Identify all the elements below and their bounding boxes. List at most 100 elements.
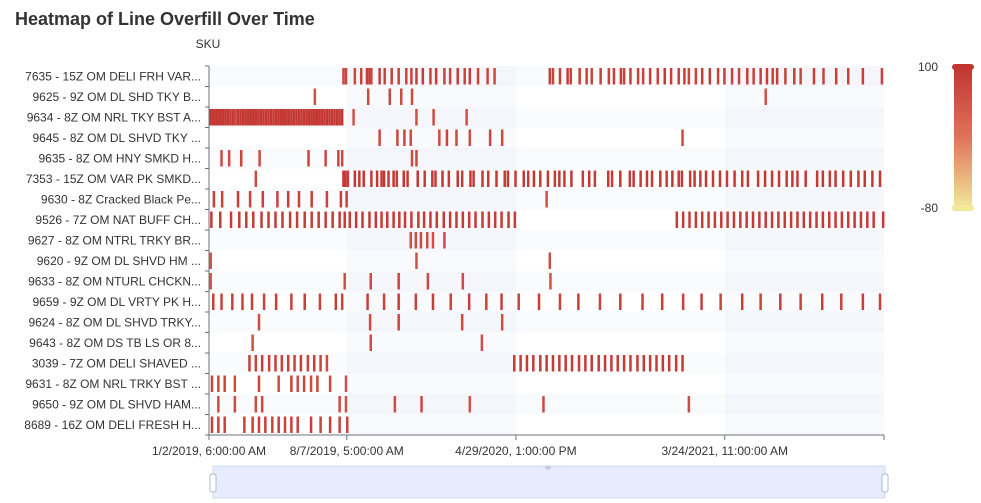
heatmap-cell <box>302 109 306 126</box>
heatmap-cell <box>283 416 287 433</box>
heatmap-cell <box>307 150 310 167</box>
heatmap-cell <box>245 211 248 228</box>
y-tick-labels: 7635 - 15Z OM DELI FRH VAR... 9625 - 9Z O… <box>24 69 201 432</box>
row-band <box>209 373 884 394</box>
heatmap-cell <box>361 211 364 228</box>
heatmap-cell <box>429 68 432 85</box>
heatmap-cell <box>359 68 363 85</box>
heatmap-cell <box>397 293 400 310</box>
heatmap-cell <box>641 293 644 310</box>
heatmap-cell <box>619 293 622 310</box>
y-tick-label: 3039 - 7Z OM DELI SHAVED ... <box>32 356 201 370</box>
heatmap-cell <box>526 170 530 187</box>
row-band <box>209 86 884 107</box>
heatmap-cell <box>277 109 280 126</box>
heatmap-cell <box>720 211 723 228</box>
row-band <box>209 250 884 271</box>
heatmap-cell <box>252 109 255 126</box>
heatmap-cell <box>648 68 652 85</box>
heatmap-cell <box>410 211 413 228</box>
heatmap-cell <box>551 355 555 372</box>
heatmap-cell <box>344 68 348 85</box>
heatmap-cell <box>570 355 574 372</box>
heatmap-cell <box>272 109 275 126</box>
heatmap-cell <box>409 232 412 249</box>
heatmap-cell <box>770 170 774 187</box>
heatmap-cell <box>432 109 435 126</box>
heatmap-cell <box>733 170 736 187</box>
heatmap-cell <box>295 109 298 126</box>
heatmap-cell <box>318 293 322 310</box>
heatmap-cell <box>370 170 373 187</box>
heatmap-cell <box>312 109 316 126</box>
data-zoom-track[interactable] <box>212 465 886 499</box>
heatmap-cell <box>239 150 243 167</box>
heatmap-cell <box>463 68 466 85</box>
heatmap-cell <box>480 334 484 351</box>
heatmap-cell <box>220 293 223 310</box>
heatmap-cell <box>764 88 767 105</box>
heatmap-cell <box>426 273 430 290</box>
heatmap-cell <box>449 293 453 310</box>
heatmap-cell <box>415 252 418 269</box>
heatmap-cell <box>503 170 506 187</box>
heatmap-cell <box>250 293 254 310</box>
heatmap-cell <box>700 293 703 310</box>
visual-map-legend[interactable]: 100 -80 <box>918 60 974 215</box>
data-zoom-grip-icon[interactable]: ≡ <box>545 463 552 472</box>
heatmap-cell <box>834 211 837 228</box>
heatmap-cell <box>548 68 552 85</box>
heatmap-cell <box>302 375 306 392</box>
data-zoom-handle-left[interactable] <box>209 473 217 493</box>
heatmap-cell <box>796 211 799 228</box>
heatmap-cell <box>629 68 632 85</box>
heatmap-cell <box>539 170 542 187</box>
heatmap-cell <box>406 170 409 187</box>
heatmap-cell <box>335 109 339 126</box>
heatmap-cell <box>328 375 332 392</box>
heatmap-cell <box>700 211 704 228</box>
heatmap-cell <box>223 375 226 392</box>
data-zoom-handle-right[interactable] <box>881 473 889 493</box>
heatmap-cell <box>872 211 875 228</box>
heatmap-cell <box>815 211 818 228</box>
heatmap-cell <box>804 170 807 187</box>
heatmap-cell <box>223 416 226 433</box>
y-tick-label: 7635 - 15Z OM DELI FRH VAR... <box>25 69 201 83</box>
row-band <box>209 414 884 435</box>
heatmap-cell <box>227 150 231 167</box>
visual-map-handle-max[interactable] <box>952 64 974 70</box>
heatmap-cell <box>683 68 686 85</box>
heatmap-cell <box>217 396 220 413</box>
y-tick-label: 9526 - 7Z OM NAT BUFF CH... <box>35 213 201 227</box>
heatmap-cell <box>669 68 673 85</box>
heatmap-cell <box>681 293 685 310</box>
heatmap-cell <box>353 170 357 187</box>
heatmap-cell <box>435 211 439 228</box>
heatmap-cell <box>861 68 865 85</box>
heatmap-cell <box>667 355 671 372</box>
heatmap-cell <box>713 211 717 228</box>
heatmap-cell <box>426 232 429 249</box>
heatmap-cell <box>603 355 607 372</box>
heatmap-cell <box>319 416 322 433</box>
data-zoom-slider[interactable]: ≡ <box>209 463 889 499</box>
row-band <box>209 168 884 189</box>
heatmap-cell <box>260 355 264 372</box>
heatmap-cell <box>513 355 516 372</box>
heatmap-cell <box>597 355 600 372</box>
heatmap-cell <box>246 109 250 126</box>
heatmap-cell <box>758 211 761 228</box>
heatmap-cell <box>380 211 383 228</box>
heatmap-cell <box>681 211 685 228</box>
heatmap-cell <box>287 109 291 126</box>
visual-map-handle-min[interactable] <box>952 205 974 211</box>
y-tick-label: 9631 - 8Z OM NRL TRKY BST ... <box>25 377 201 391</box>
heatmap-cell <box>344 396 348 413</box>
heatmap-cells <box>209 68 885 433</box>
heatmap-cell <box>323 109 326 126</box>
heatmap-cell <box>257 416 261 433</box>
row-band <box>209 148 884 169</box>
heatmap-cell <box>455 129 458 146</box>
heatmap-cell <box>348 211 352 228</box>
